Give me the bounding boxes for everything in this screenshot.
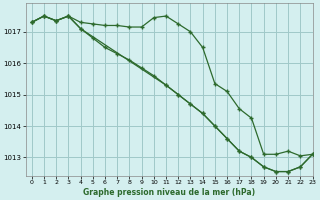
- X-axis label: Graphe pression niveau de la mer (hPa): Graphe pression niveau de la mer (hPa): [83, 188, 255, 197]
